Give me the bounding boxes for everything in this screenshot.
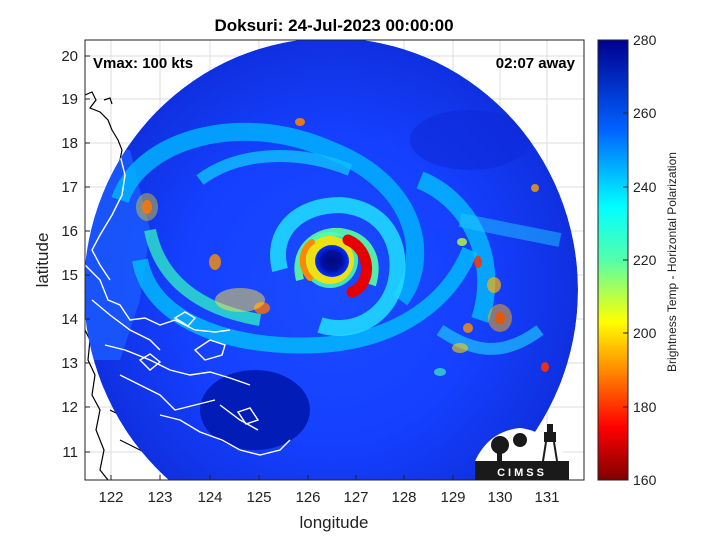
time-away-label: 02:07 away <box>496 55 576 72</box>
x-tick-label: 128 <box>391 489 416 506</box>
x-tick-label: 129 <box>440 489 465 506</box>
y-tick-label: 20 <box>61 48 78 65</box>
x-tick-label: 125 <box>246 489 271 506</box>
y-tick-label: 17 <box>61 179 78 196</box>
x-axis-label: longitude <box>299 513 368 532</box>
colorbar-tick-label: 280 <box>633 32 657 48</box>
colorbar-tick-label: 240 <box>633 179 657 195</box>
x-tick-label: 123 <box>147 489 172 506</box>
y-tick-label: 18 <box>61 135 78 152</box>
satellite-dish-icon <box>491 436 509 454</box>
y-tick-label: 11 <box>62 444 78 461</box>
colorbar-tick-label: 260 <box>633 105 657 121</box>
colorbar-tick-label: 200 <box>633 325 657 341</box>
brightness-temp-swath <box>85 40 578 480</box>
cimss-logo: CIMSS <box>475 424 569 480</box>
y-tick-label: 19 <box>61 91 78 108</box>
plot-border <box>84 39 585 481</box>
water-tower-icon <box>544 432 556 442</box>
vmax-label: Vmax: 100 kts <box>93 55 193 72</box>
logo-text: CIMSS <box>497 467 547 479</box>
y-tick-label: 15 <box>61 267 78 284</box>
colorbar-tick-label: 220 <box>633 252 657 268</box>
colorbar-label: Brightness Temp - Horizontal Polarizatio… <box>665 152 679 372</box>
x-tick-label: 130 <box>487 489 512 506</box>
x-tick-label: 124 <box>197 489 222 506</box>
y-axis-label: latitude <box>33 233 52 288</box>
figure-title: Doksuri: 24-Jul-2023 00:00:00 <box>214 16 453 35</box>
x-tick-label: 122 <box>98 489 123 506</box>
y-tick-label: 16 <box>61 223 78 240</box>
y-tick-label: 14 <box>61 311 78 328</box>
y-tick-label: 13 <box>61 355 78 372</box>
x-tick-label: 127 <box>343 489 368 506</box>
x-tick-label: 126 <box>295 489 320 506</box>
coastline-inside <box>85 154 291 456</box>
colorbar-tick-label: 160 <box>633 472 657 488</box>
colorbar-ticks <box>623 39 628 481</box>
y-tick-label: 12 <box>61 399 78 416</box>
x-tick-label: 131 <box>534 489 559 506</box>
colorbar-tick-label: 180 <box>633 399 657 415</box>
